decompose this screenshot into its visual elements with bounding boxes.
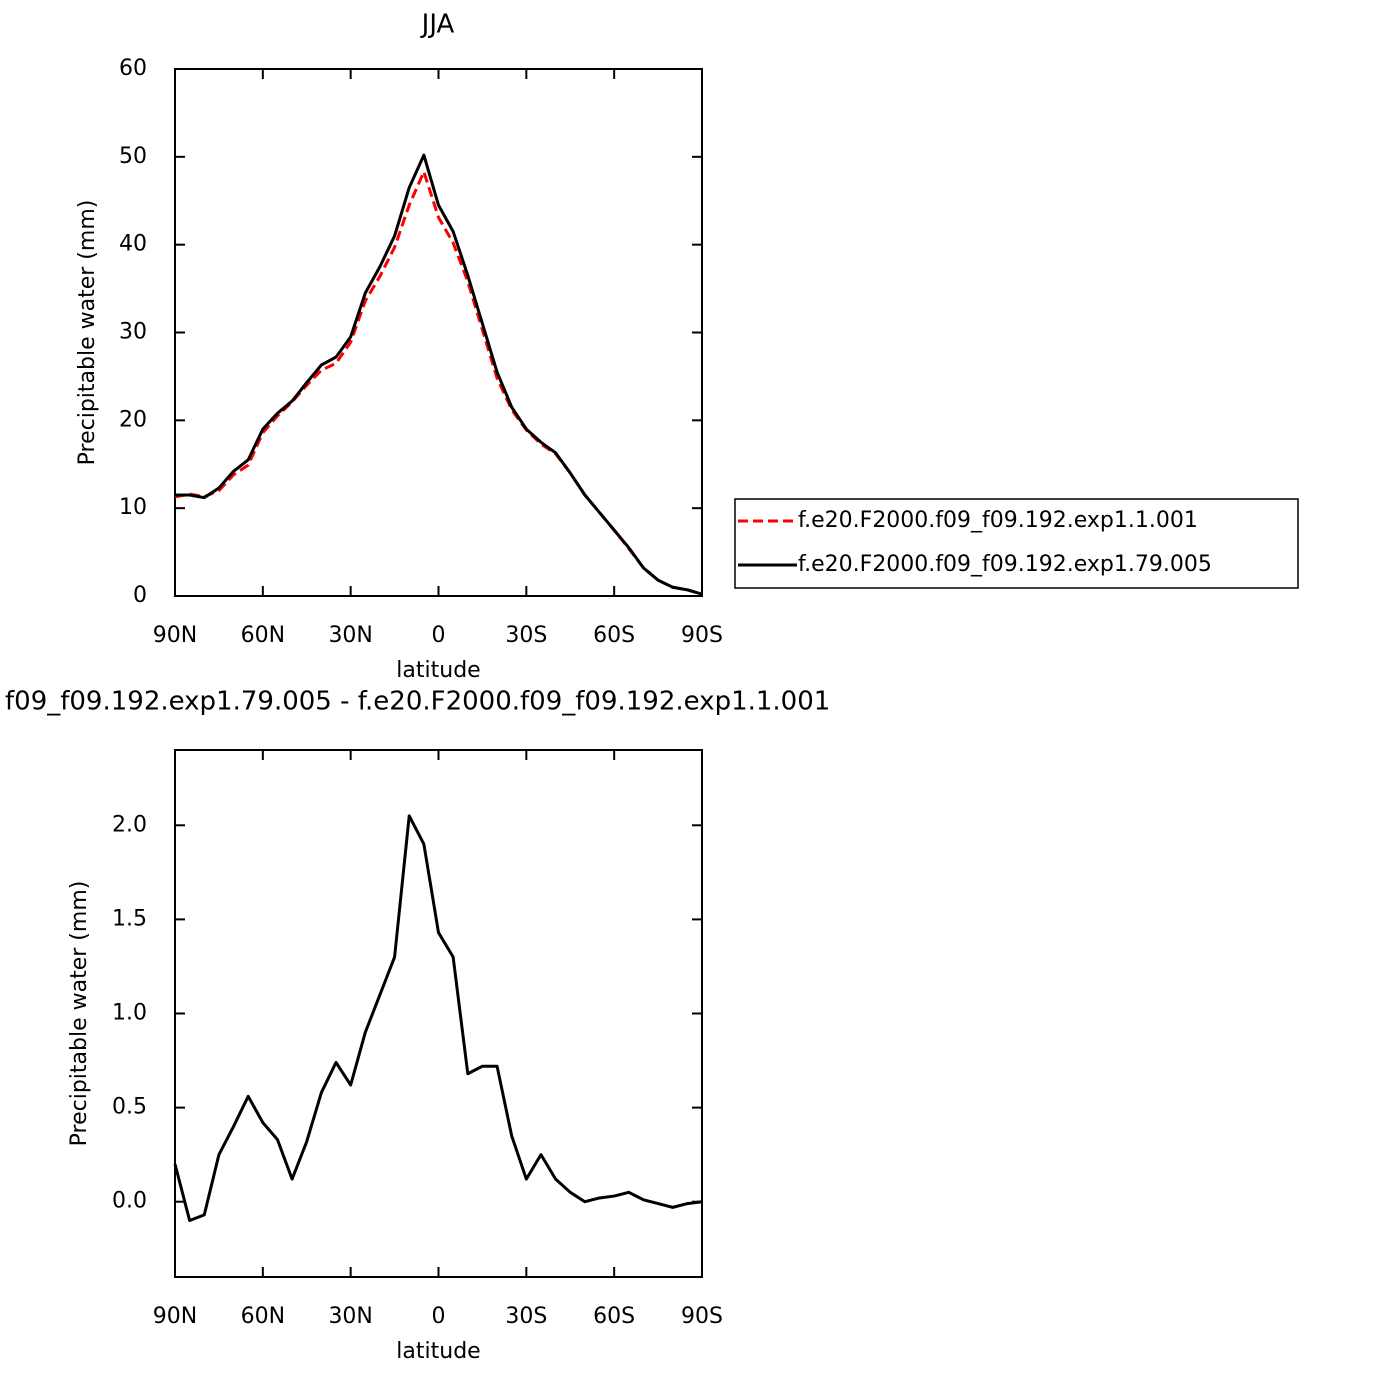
chart-title: JJA	[420, 10, 455, 40]
y-tick-label: 50	[119, 144, 147, 169]
legend-label: f.e20.F2000.f09_f09.192.exp1.1.001	[798, 508, 1198, 533]
y-tick-label: 0.0	[112, 1189, 147, 1214]
x-tick-label: 60N	[241, 623, 285, 648]
data-line	[174, 170, 703, 596]
data-line	[175, 153, 703, 596]
x-tick-label: 90S	[681, 1304, 723, 1329]
y-tick-label: 2.0	[112, 812, 147, 837]
x-tick-label: 60S	[593, 1304, 635, 1329]
y-tick-label: 0.5	[112, 1095, 147, 1120]
x-axis-label: latitude	[396, 658, 480, 683]
y-axis-label: Precipitable water (mm)	[67, 881, 92, 1147]
x-tick-label: 30N	[328, 1304, 372, 1329]
y-tick-label: 1.5	[112, 906, 147, 931]
x-tick-label: 30S	[505, 623, 547, 648]
x-tick-label: 90S	[681, 623, 723, 648]
x-tick-label: 60S	[593, 623, 635, 648]
data-line	[173, 814, 703, 1223]
y-tick-label: 40	[119, 232, 147, 257]
x-tick-label: 90N	[153, 623, 197, 648]
x-tick-label: 90N	[153, 1304, 197, 1329]
y-axis-label: Precipitable water (mm)	[75, 200, 100, 466]
y-tick-label: 10	[119, 495, 147, 520]
x-tick-label: 0	[432, 623, 446, 648]
y-tick-label: 0	[133, 583, 147, 608]
x-tick-label: 0	[432, 1304, 446, 1329]
y-tick-label: 20	[119, 407, 147, 432]
plot-frame	[174, 749, 703, 1278]
legend-label: f.e20.F2000.f09_f09.192.exp1.79.005	[798, 552, 1212, 577]
x-tick-label: 30S	[505, 1304, 547, 1329]
y-tick-label: 1.0	[112, 1001, 147, 1026]
y-tick-label: 30	[119, 320, 147, 345]
legend-box	[734, 498, 1299, 589]
y-tick-label: 60	[119, 56, 147, 81]
x-axis-label: latitude	[396, 1339, 480, 1364]
plot-frame	[174, 68, 703, 597]
x-tick-label: 30N	[328, 623, 372, 648]
chart-title: f09_f09.192.exp1.79.005 - f.e20.F2000.f0…	[5, 687, 830, 717]
x-tick-label: 60N	[241, 1304, 285, 1329]
